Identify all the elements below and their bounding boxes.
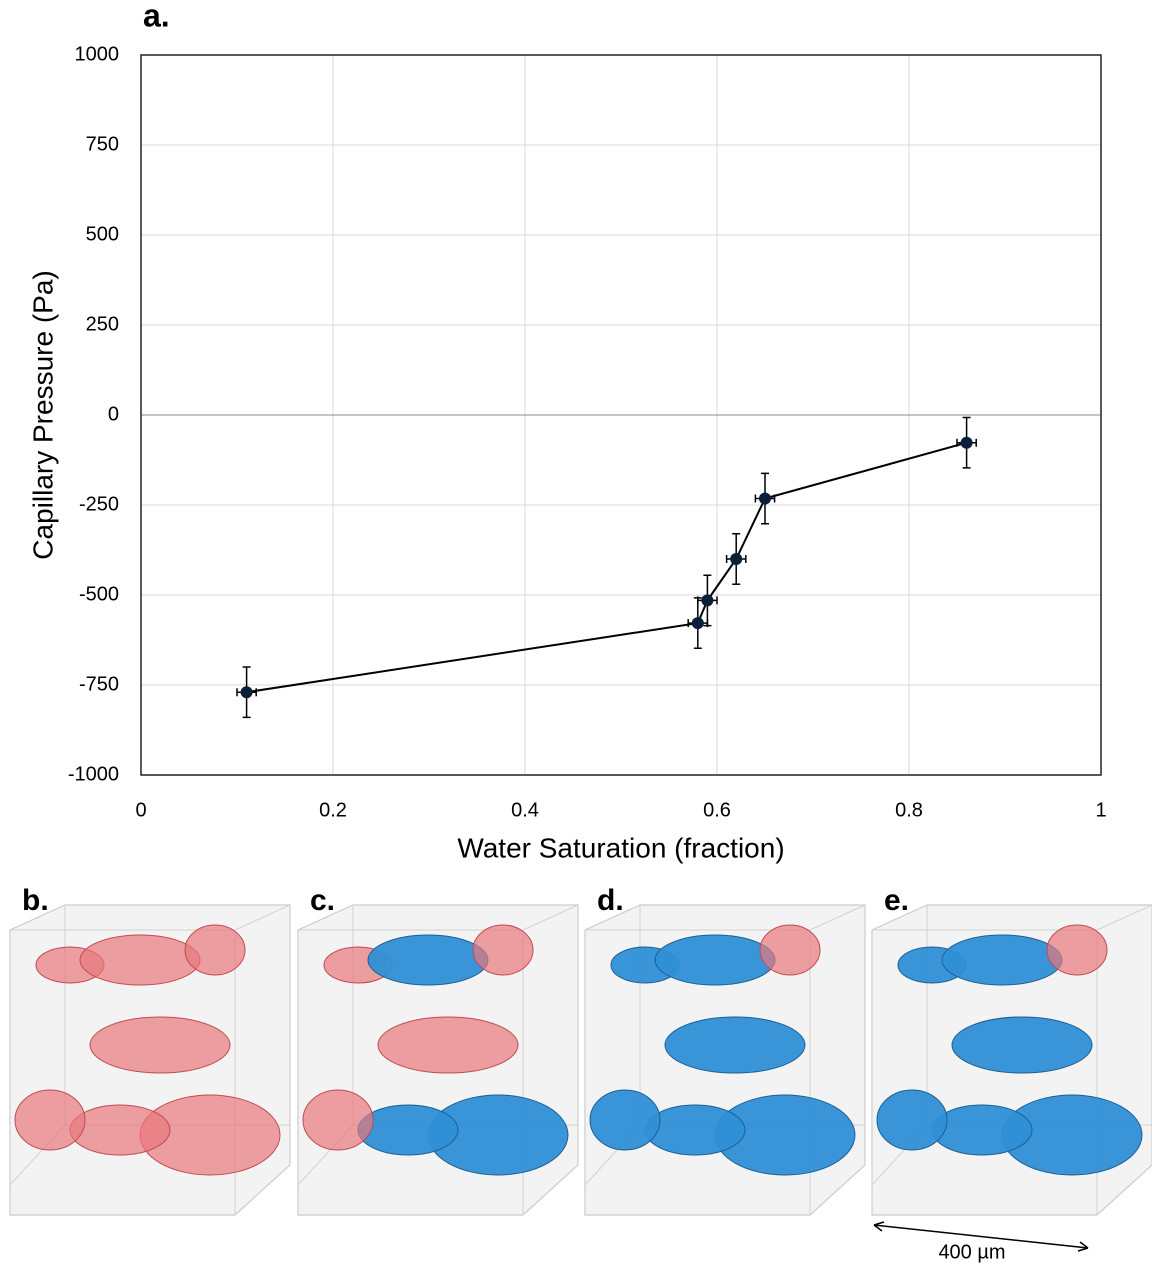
fluid-blob <box>951 1016 1093 1074</box>
y-tick-label: 750 <box>86 133 119 155</box>
scale-arrow <box>873 1221 1089 1252</box>
x-tick-label: 0.2 <box>319 799 347 821</box>
plot-frame <box>140 54 1102 776</box>
x-tick-label: 0.8 <box>895 799 923 821</box>
y-tick-label: 1000 <box>75 43 120 65</box>
data-line <box>246 441 967 694</box>
panel-label: b. <box>22 884 49 917</box>
fluid-blob <box>664 1016 806 1074</box>
y-tick-label: -750 <box>79 673 119 695</box>
panel-label: c. <box>310 884 335 917</box>
fluid-blob <box>14 1089 86 1151</box>
fluid-blob <box>184 924 246 976</box>
data-point <box>240 686 253 699</box>
fluid-blob <box>644 1104 746 1156</box>
data-point <box>759 492 771 505</box>
panel-label: d. <box>597 884 624 917</box>
data-point <box>691 617 704 630</box>
rendering <box>584 904 866 1216</box>
x-axis-title: Water Saturation (fraction) <box>457 832 784 863</box>
data-point <box>960 436 973 449</box>
y-tick-label: 250 <box>86 313 119 335</box>
fluid-blob <box>357 1104 459 1156</box>
fluid-blob <box>302 1089 374 1151</box>
fluid-blob <box>79 934 201 986</box>
y-tick-label: 0 <box>108 403 119 425</box>
fluid-blob <box>377 1016 519 1074</box>
panel-label: e. <box>884 884 909 917</box>
x-tick-label: 0.6 <box>703 799 731 821</box>
y-tick-label: -500 <box>79 583 119 605</box>
data-point <box>730 553 743 565</box>
fluid-blob <box>589 1089 661 1151</box>
x-tick-label: 1 <box>1095 799 1106 821</box>
rendering <box>9 904 291 1216</box>
rendering <box>871 904 1152 1216</box>
x-tick-label: 0 <box>135 799 146 821</box>
y-tick-label: -250 <box>79 493 119 515</box>
panel-label: a. <box>143 0 170 33</box>
fluid-blob <box>89 1016 231 1074</box>
fluid-blob <box>472 924 534 976</box>
rendering <box>297 904 579 1216</box>
fluid-blob <box>654 934 776 986</box>
fluid-blob <box>367 934 489 986</box>
y-axis-title: Capillary Pressure (Pa) <box>27 270 58 559</box>
fluid-blob <box>759 924 821 976</box>
scale-label: 400 µm <box>938 1241 1005 1263</box>
data-point <box>701 594 714 607</box>
x-tick-label: 0.4 <box>511 799 539 821</box>
fluid-blob <box>1046 924 1108 976</box>
fluid-blob <box>941 934 1063 986</box>
fluid-blob <box>931 1104 1033 1156</box>
fluid-blob <box>69 1104 171 1156</box>
y-tick-label: -1000 <box>68 763 119 785</box>
y-tick-label: 500 <box>86 223 119 245</box>
fluid-blob <box>876 1089 948 1151</box>
